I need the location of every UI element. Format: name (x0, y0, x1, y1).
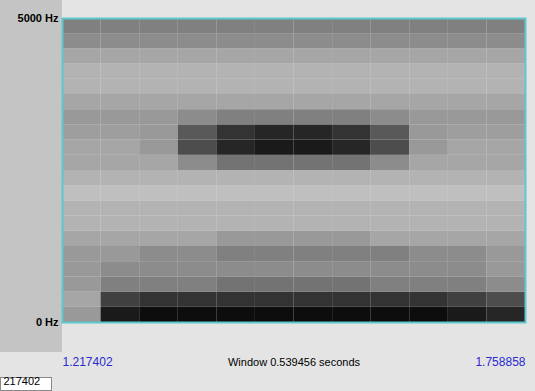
svg-text:217402: 217402 (4, 375, 41, 387)
svg-text:0 Hz: 0 Hz (36, 316, 59, 328)
svg-text:1.758858: 1.758858 (475, 355, 525, 369)
svg-text:1.217402: 1.217402 (63, 355, 113, 369)
svg-text:5000 Hz: 5000 Hz (18, 12, 59, 24)
svg-text:Window 0.539456 seconds: Window 0.539456 seconds (228, 356, 361, 368)
